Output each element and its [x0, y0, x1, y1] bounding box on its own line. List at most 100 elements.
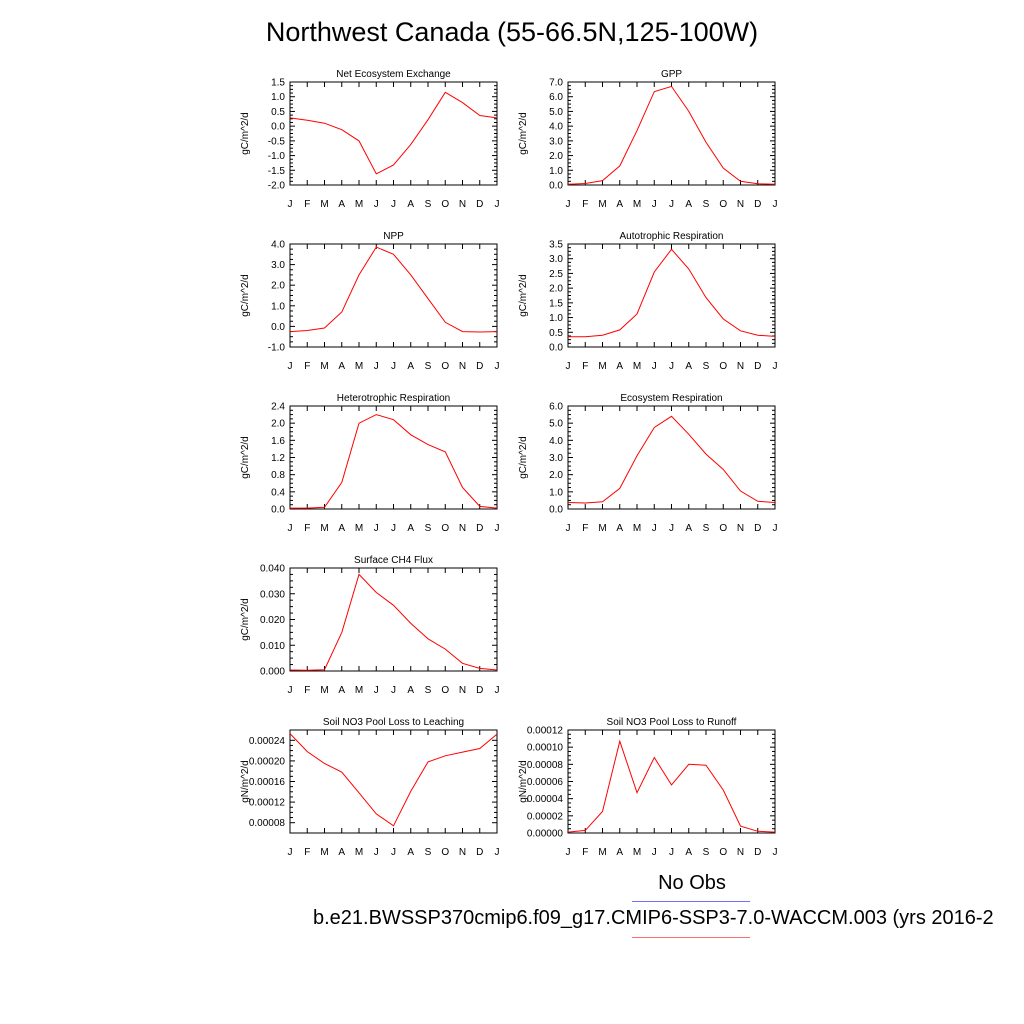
x-tick-label: J: [652, 847, 657, 858]
x-tick-label: J: [669, 361, 674, 372]
x-tick-label: F: [304, 847, 310, 858]
y-tick-label: 0.0: [549, 343, 563, 354]
y-tick-label: 2.0: [549, 284, 563, 295]
y-tick-label: 0.030: [260, 589, 285, 600]
x-tick-label: F: [582, 523, 588, 534]
x-tick-label: S: [703, 847, 710, 858]
chart-title: Net Ecosystem Exchange: [336, 69, 451, 80]
x-tick-label: J: [566, 847, 571, 858]
plot-frame: [567, 729, 776, 834]
chart-panel-7: Surface CH4 Flux gC/m^2/d 0.000 0.010 0.020 0…: [240, 555, 500, 696]
y-tick-label: 0.00012: [249, 798, 286, 809]
x-tick-label: J: [495, 523, 500, 534]
x-tick-label: J: [495, 199, 500, 210]
y-tick-label: 4.0: [271, 240, 285, 251]
x-tick-label: A: [407, 523, 414, 534]
x-tick-label: M: [355, 685, 363, 696]
x-tick-label: A: [338, 199, 345, 210]
y-tick-label: 0.010: [260, 641, 285, 652]
plot-frame: [567, 81, 776, 186]
x-tick-label: F: [304, 361, 310, 372]
chart-title: Heterotrophic Respiration: [337, 393, 450, 404]
x-tick-label: A: [685, 361, 692, 372]
y-axis-label: gC/m^2/d: [240, 436, 251, 479]
x-tick-label: D: [754, 199, 761, 210]
x-tick-label: F: [582, 361, 588, 372]
y-tick-label: 0.5: [271, 107, 285, 118]
x-tick-label: M: [320, 685, 328, 696]
chart-title: Surface CH4 Flux: [354, 555, 433, 566]
x-tick-label: M: [633, 523, 641, 534]
x-tick-label: O: [441, 685, 449, 696]
x-tick-label: J: [669, 199, 674, 210]
x-tick-label: A: [338, 685, 345, 696]
x-tick-label: J: [288, 199, 293, 210]
x-tick-label: F: [304, 199, 310, 210]
x-tick-label: J: [391, 847, 396, 858]
x-tick-label: J: [391, 685, 396, 696]
x-tick-label: O: [719, 523, 727, 534]
x-tick-label: O: [719, 847, 727, 858]
y-tick-label: 0.5: [549, 328, 563, 339]
x-tick-label: A: [407, 847, 414, 858]
x-tick-label: J: [669, 847, 674, 858]
series-line-1: [289, 91, 498, 175]
y-tick-label: 0.00000: [527, 829, 564, 840]
x-tick-label: O: [441, 361, 449, 372]
y-tick-label: 0.00010: [527, 743, 564, 754]
x-tick-label: J: [374, 847, 379, 858]
x-tick-label: J: [495, 847, 500, 858]
x-tick-label: F: [304, 523, 310, 534]
series-line-1: [567, 415, 776, 504]
x-tick-label: S: [425, 847, 432, 858]
x-tick-label: J: [566, 361, 571, 372]
y-axis-label: gC/m^2/d: [240, 598, 251, 641]
x-tick-label: N: [459, 361, 466, 372]
page-title: Northwest Canada (55-66.5N,125-100W): [265, 17, 759, 47]
y-tick-label: 2.0: [549, 151, 563, 162]
x-tick-label: S: [703, 361, 710, 372]
y-tick-label: -1.0: [268, 343, 286, 354]
series-line-1: [289, 246, 498, 333]
x-tick-label: O: [441, 199, 449, 210]
y-tick-label: 2.0: [271, 281, 285, 292]
y-tick-label: 2.4: [271, 402, 285, 413]
x-tick-label: D: [754, 847, 761, 858]
y-tick-label: 6.0: [549, 402, 563, 413]
x-tick-label: S: [425, 523, 432, 534]
y-tick-label: 0.00006: [527, 777, 564, 788]
legend-obs-label: No Obs: [658, 872, 726, 894]
y-tick-label: 0.00020: [249, 756, 286, 767]
x-tick-label: A: [685, 847, 692, 858]
legend-obs-line: [632, 901, 750, 902]
y-tick-label: 0.020: [260, 615, 285, 626]
x-tick-label: N: [459, 523, 466, 534]
x-tick-label: N: [459, 685, 466, 696]
y-tick-label: 0.8: [271, 470, 285, 481]
x-tick-label: A: [338, 847, 345, 858]
y-tick-label: 0.00024: [249, 736, 286, 747]
y-tick-label: 0.00012: [527, 726, 564, 737]
y-tick-label: 7.0: [549, 78, 563, 89]
x-tick-label: J: [374, 523, 379, 534]
chart-title: Soil NO3 Pool Loss to Leaching: [323, 717, 464, 728]
x-tick-label: N: [737, 361, 744, 372]
x-tick-label: N: [737, 199, 744, 210]
x-tick-label: M: [598, 199, 606, 210]
y-tick-label: 1.5: [271, 78, 285, 89]
x-tick-label: J: [391, 361, 396, 372]
plot-frame: [289, 567, 498, 672]
x-tick-label: D: [754, 523, 761, 534]
x-tick-label: J: [773, 847, 778, 858]
x-tick-label: F: [582, 199, 588, 210]
y-axis-label: gC/m^2/d: [518, 274, 529, 317]
x-tick-label: J: [288, 523, 293, 534]
x-tick-label: J: [495, 685, 500, 696]
x-tick-label: S: [703, 199, 710, 210]
x-tick-label: M: [355, 523, 363, 534]
x-tick-label: J: [652, 523, 657, 534]
plot-frame: [289, 81, 498, 186]
x-tick-label: N: [737, 523, 744, 534]
x-tick-label: D: [476, 361, 483, 372]
series-line-1: [290, 414, 498, 509]
